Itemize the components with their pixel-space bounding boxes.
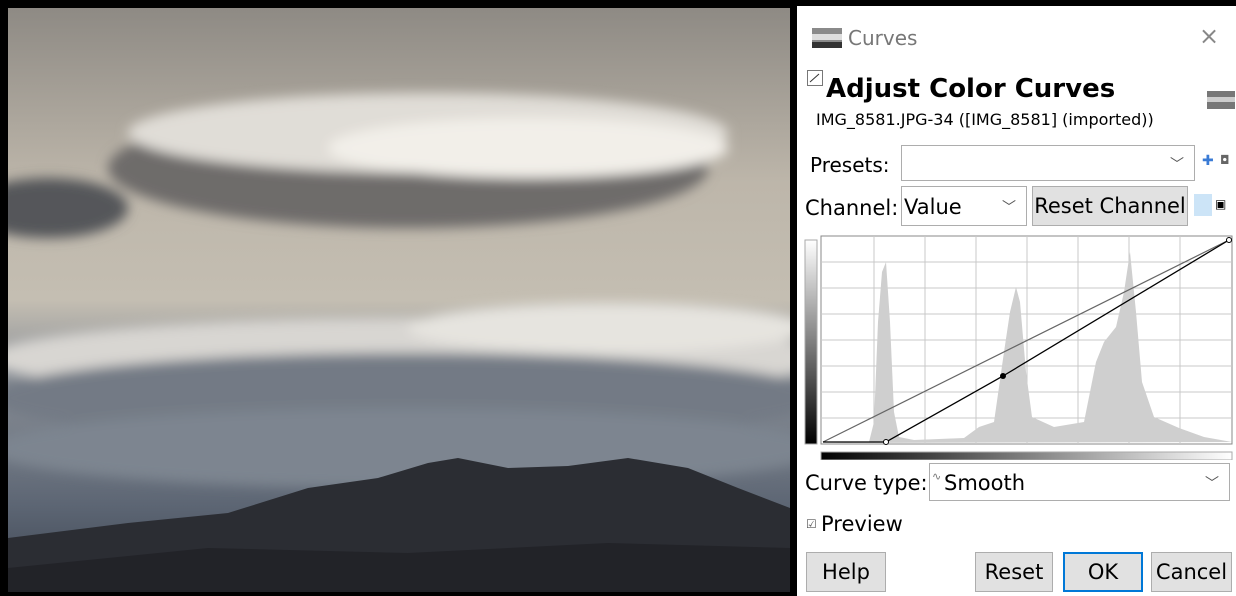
header-subtitle: IMG_8581.JPG-34 ([IMG_8581] (imported)) (816, 110, 1154, 129)
dialog-icon (812, 28, 842, 48)
channel-label: Channel: (805, 196, 898, 220)
screen: Curves × Adjust Color Curves IMG_8581.JP… (0, 0, 1236, 596)
window-title: Curves (848, 26, 917, 50)
channel-value: Value (904, 195, 962, 219)
cancel-button[interactable]: Cancel (1151, 552, 1232, 592)
presets-label: Presets: (810, 153, 890, 177)
curve-type-label: Curve type: (805, 471, 928, 495)
add-preset[interactable]: ✚ (1202, 153, 1214, 169)
channel-combo[interactable]: Value﹀ (901, 186, 1027, 226)
reset-channel-button[interactable]: Reset Channel (1032, 186, 1188, 226)
log-histogram-toggle[interactable]: ▣ (1215, 197, 1226, 211)
linear-histogram-toggle[interactable] (1194, 194, 1212, 216)
curve-editor (804, 232, 1234, 460)
header-title: Adjust Color Curves (826, 74, 1115, 104)
preview-checkbox[interactable]: ☑ (806, 517, 817, 531)
reset-button[interactable]: Reset (975, 552, 1053, 592)
preset-menu[interactable]: ◘ (1220, 153, 1230, 167)
ok-button[interactable]: OK (1063, 552, 1143, 592)
presets-combo[interactable]: ﹀ (901, 145, 1195, 181)
image-thumbnail (1207, 91, 1235, 109)
curve-type-value: Smooth (944, 471, 1025, 495)
curves-dialog: Curves × Adjust Color Curves IMG_8581.JP… (797, 6, 1236, 596)
photo (8, 8, 790, 592)
preview-label: Preview (821, 512, 903, 536)
close-button[interactable]: × (1199, 22, 1219, 50)
help-button[interactable]: Help (806, 552, 886, 592)
header-icon (807, 70, 823, 86)
curve-type-combo[interactable]: Smooth∿﹀ (929, 463, 1230, 501)
